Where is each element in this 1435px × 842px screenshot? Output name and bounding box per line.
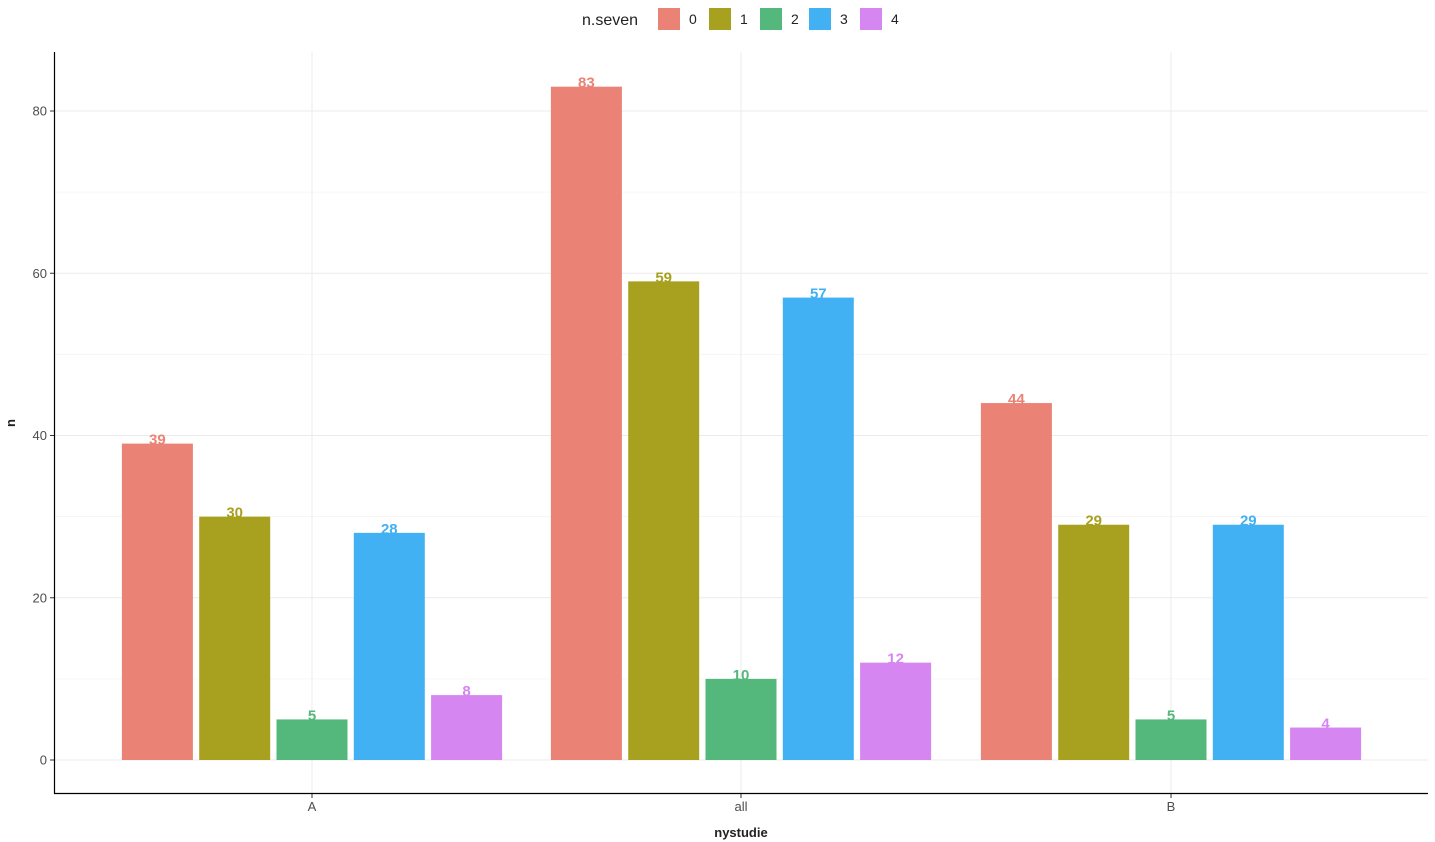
y-tick-label: 40 xyxy=(33,428,47,443)
bar-A-series-1 xyxy=(199,516,271,760)
bar-B-series-2 xyxy=(1135,719,1207,760)
data-label: 83 xyxy=(578,75,595,92)
legend-label: 0 xyxy=(689,11,697,27)
data-label: 57 xyxy=(810,286,827,303)
y-tick-label: 20 xyxy=(33,590,47,605)
legend-label: 2 xyxy=(791,11,799,27)
y-tick-label: 60 xyxy=(33,266,47,281)
x-axis-title: nystudie xyxy=(714,825,767,840)
data-label: 12 xyxy=(887,651,904,668)
y-axis-title: n xyxy=(3,419,18,427)
data-label: 5 xyxy=(308,707,316,724)
y-ticks: 0 20 40 60 80 xyxy=(33,104,54,768)
x-tick-label: A xyxy=(308,799,317,814)
legend-key-0 xyxy=(658,8,680,30)
x-tick-label: B xyxy=(1167,799,1176,814)
legend-key-3 xyxy=(809,8,831,30)
data-label: 8 xyxy=(462,683,470,700)
data-label: 29 xyxy=(1240,513,1257,530)
bars xyxy=(121,86,1362,761)
bar-all-series-2 xyxy=(705,678,777,760)
bar-B-series-4 xyxy=(1290,727,1362,760)
bar-A-series-2 xyxy=(276,719,348,760)
legend-label: 1 xyxy=(740,11,748,27)
x-tick-label: all xyxy=(734,799,747,814)
bar-all-series-4 xyxy=(860,662,932,760)
bar-all-series-1 xyxy=(628,281,700,760)
bar-B-series-1 xyxy=(1058,524,1130,760)
axes xyxy=(53,52,1428,795)
bar-all-series-3 xyxy=(782,297,854,760)
y-tick-label: 0 xyxy=(40,753,47,768)
legend-key-2 xyxy=(760,8,782,30)
bar-A-series-3 xyxy=(353,532,425,760)
legend-title: n.seven xyxy=(582,12,638,29)
grid-lines xyxy=(54,52,1428,793)
legend-key-1 xyxy=(709,8,731,30)
data-label: 4 xyxy=(1321,716,1330,733)
data-label: 39 xyxy=(149,432,166,449)
legend-label: 3 xyxy=(840,11,848,27)
bar-B-series-0 xyxy=(980,403,1052,760)
data-labels: 39 30 5 28 8 83 59 10 57 12 44 29 5 29 4 xyxy=(149,75,1330,733)
legend-label: 4 xyxy=(891,11,899,27)
data-label: 59 xyxy=(655,269,672,286)
legend: n.seven 0 1 2 3 4 xyxy=(582,8,899,30)
data-label: 29 xyxy=(1085,513,1102,530)
bar-A-series-4 xyxy=(431,695,503,760)
data-label: 30 xyxy=(226,505,243,522)
data-label: 10 xyxy=(733,667,750,684)
data-label: 5 xyxy=(1167,707,1175,724)
y-tick-label: 80 xyxy=(33,104,47,119)
bar-A-series-0 xyxy=(121,443,193,760)
legend-key-4 xyxy=(860,8,882,30)
data-label: 44 xyxy=(1008,391,1025,408)
bar-all-series-0 xyxy=(550,86,622,761)
bar-B-series-3 xyxy=(1212,524,1284,760)
data-label: 28 xyxy=(381,521,398,538)
